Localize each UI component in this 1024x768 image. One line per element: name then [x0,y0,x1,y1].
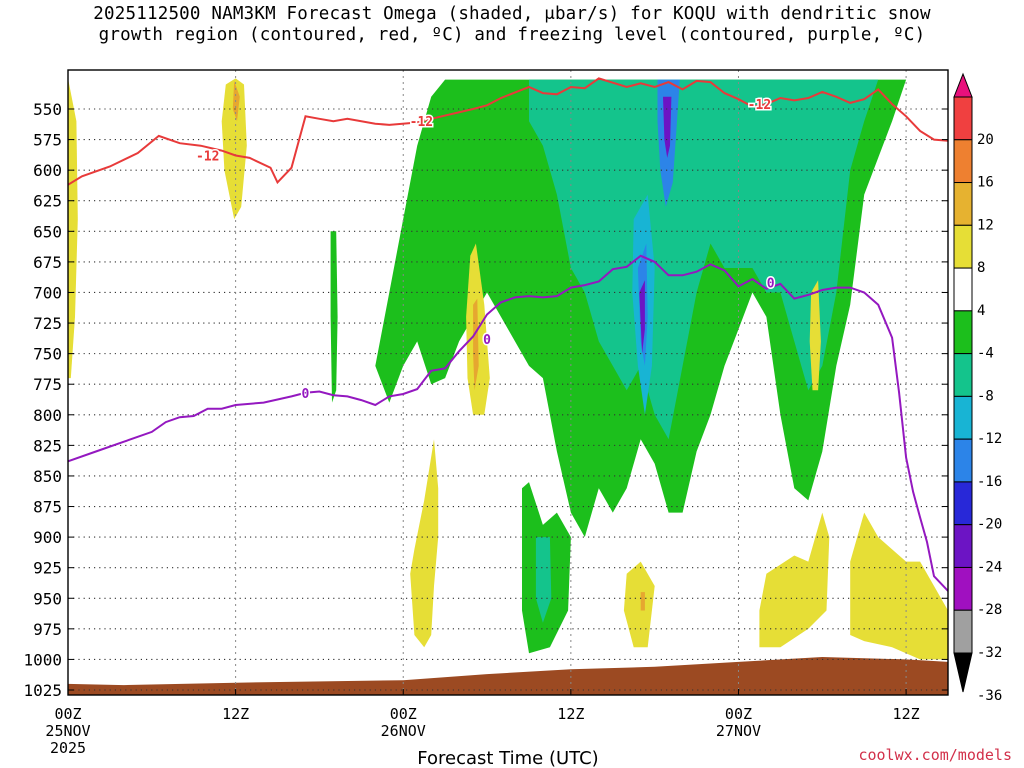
shade-purple-core [663,96,672,158]
contour-minus12 [68,77,948,186]
colorbar-label: 4 [977,303,985,319]
chart-title: 2025112500 NAM3KM Forecast Omega (shaded… [0,4,1024,46]
shade-early-yellow-column [68,78,78,379]
y-tick-label: 575 [33,131,62,150]
shade-yellow-lower-right [759,512,830,648]
shade-yellow-lower-left [410,439,439,648]
colorbar-label: -36 [977,688,1002,704]
credit-text: coolwx.com/models [858,746,1012,764]
colorbar-segment [953,353,973,397]
colorbar-label: -24 [977,559,1002,575]
x-tick-label: 00Z [390,705,417,723]
colorbar-segment [953,224,973,269]
y-tick-label: 725 [33,314,62,333]
plot-frame [67,69,949,696]
colorbar-segment [953,438,973,483]
shade-green-small-left [330,231,338,403]
colorbar-segment [953,524,973,568]
shade-yellow-col-12z [221,78,247,220]
x-tick-date-label: 25NOV [45,722,90,740]
colorbar-bottom-arrow [953,652,973,693]
shade-orange-lower-center [640,592,645,611]
x-tick-label: 12Z [557,705,584,723]
colorbar-label: -8 [977,388,994,404]
y-tick-label: 850 [33,467,62,486]
x-axis-title: Forecast Time (UTC) [417,748,598,768]
contour-freezing [68,254,948,592]
y-tick-label: 675 [33,253,62,272]
y-tick-label: 900 [33,528,62,547]
colorbar-segment [953,566,973,611]
contour-label-zero: 0 [767,277,775,292]
x-tick-label: 00Z [54,705,81,723]
y-tick-label: 700 [33,283,62,302]
shade-orange-mid [473,298,479,391]
colorbar-label: -4 [977,346,994,362]
colorbar-segment [953,96,973,141]
colorbar-segment [953,481,973,526]
contour-label-zero: 0 [302,387,310,402]
y-tick-label: 975 [33,620,62,639]
y-tick-label: 625 [33,192,62,211]
colorbar-segment [953,182,973,226]
contour-label-minus12: -12 [196,149,219,164]
plot-area: -12 -12 -12 0 0 0 [68,70,948,695]
y-tick-label: 550 [33,100,62,119]
shade-purple-core-lower [639,280,645,354]
shade-yellow-narrow-right [809,280,821,391]
x-tick-label: 12Z [222,705,249,723]
colorbar-segment [953,267,973,312]
x-tick-label: 00Z [725,705,752,723]
shade-yellow-right-edge [850,512,948,660]
title-line-1: 2025112500 NAM3KM Forecast Omega (shaded… [93,4,931,24]
colorbar: 20 16 12 8 4 -4 -8 -12 -16 -20 -24 -28 -32 -36 [953,72,1002,704]
x-tick-label: 12Z [893,705,920,723]
colorbar-label: -12 [977,431,1002,447]
colorbar-label: 12 [977,217,994,233]
y-tick-label: 875 [33,498,62,517]
colorbar-label: 16 [977,175,994,191]
shade-yellow-lower-center [623,561,655,648]
y-tick-label: 1025 [23,681,62,700]
x-tick-date-label: 27NOV [716,722,761,740]
colorbar-label: -20 [977,517,1002,533]
shade-orange-col-12z [232,80,240,122]
y-tick-label: 800 [33,406,62,425]
colorbar-segment [953,310,973,355]
colorbar-top-arrow [953,72,973,98]
contour-label-zero: 0 [483,333,491,348]
colorbar-segment [953,139,973,184]
y-tick-label: 650 [33,222,62,241]
colorbar-label: -28 [977,602,1002,618]
y-tick-label: 750 [33,345,62,364]
colorbar-label: -32 [977,645,1002,661]
title-line-2: growth region (contoured, red, ºC) and f… [98,25,926,45]
colorbar-label: -16 [977,474,1002,490]
y-tick-label: 775 [33,375,62,394]
colorbar-label: 8 [977,260,985,276]
colorbar-segment [953,609,973,654]
ground-shading [68,657,948,695]
colorbar-segment [953,395,973,440]
shade-teal-upper [529,79,879,440]
y-tick-label: 825 [33,436,62,455]
contour-label-minus12: -12 [410,115,433,130]
y-tick-label: 1000 [23,650,62,669]
y-tick-label: 600 [33,161,62,180]
y-tick-label: 925 [33,559,62,578]
y-tick-label: 950 [33,589,62,608]
contour-label-minus12: -12 [748,98,771,113]
x-tick-date-label: 26NOV [381,722,426,740]
shade-teal-lower-left [535,537,552,623]
x-tick-year-label: 2025 [50,739,86,757]
colorbar-label: 20 [977,132,994,148]
